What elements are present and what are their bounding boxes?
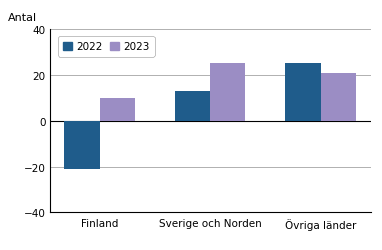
Legend: 2022, 2023: 2022, 2023 <box>58 37 155 57</box>
Bar <box>64 121 100 169</box>
Bar <box>175 92 210 121</box>
Bar <box>100 98 135 121</box>
Bar <box>210 64 246 121</box>
Bar <box>320 73 356 121</box>
Text: Antal: Antal <box>8 13 37 23</box>
Bar <box>285 64 320 121</box>
